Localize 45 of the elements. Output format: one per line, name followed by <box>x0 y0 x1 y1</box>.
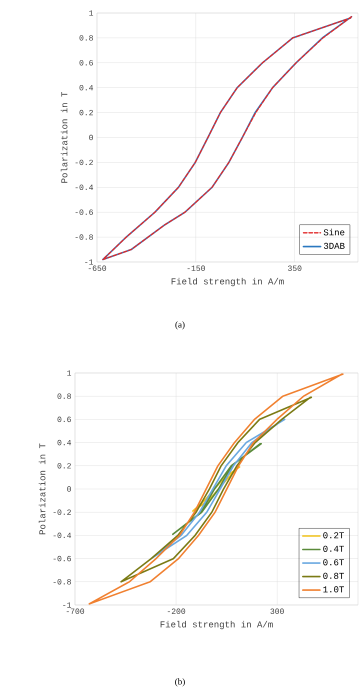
x-tick-label: -150 <box>188 266 205 271</box>
y-axis-title: Polarization in T <box>60 92 68 183</box>
y-tick-label: 0.2 <box>58 463 71 469</box>
y-axis-title: Polarization in T <box>38 443 46 534</box>
x-tick-label: -200 <box>168 608 186 614</box>
y-tick-label: -0.6 <box>54 556 71 562</box>
legend-label: 0.8T <box>323 572 344 579</box>
x-tick-label: -700 <box>66 608 84 614</box>
y-tick-label: -0.6 <box>76 209 93 215</box>
y-tick-label: 1 <box>89 10 94 16</box>
y-tick-label: -0.8 <box>76 234 93 240</box>
y-tick-label: 1 <box>67 370 72 376</box>
legend-label: 1.0T <box>323 586 344 592</box>
legend-label: 0.2T <box>323 532 344 538</box>
y-tick-label: 0.8 <box>58 393 71 399</box>
y-tick-label: -0.8 <box>54 579 71 585</box>
y-tick-label: 0 <box>89 134 93 140</box>
y-tick-label: -1 <box>63 602 72 608</box>
y-tick-label: 0.4 <box>80 84 94 90</box>
line-series <box>88 373 344 605</box>
y-tick-label: -0.4 <box>54 532 72 538</box>
y-tick-label: 0.2 <box>80 110 93 116</box>
y-tick-label: -0.2 <box>54 509 71 515</box>
text: (b) <box>175 678 185 686</box>
line-series <box>120 396 312 583</box>
legend-label: Sine <box>324 228 344 236</box>
x-axis-title: Field strength in A/m <box>160 620 273 630</box>
y-tick-label: -0.4 <box>76 184 94 190</box>
x-axis-title: Field strength in A/m <box>172 278 284 286</box>
legend-label: 3DAB <box>324 242 345 249</box>
legend-label: 0.4T <box>323 546 344 552</box>
x-tick-label: 350 <box>288 266 302 271</box>
text: (a) <box>175 321 185 330</box>
legend-label: 0.6T <box>323 559 344 566</box>
y-tick-label: 0.8 <box>80 35 93 41</box>
x-tick-label: 300 <box>270 608 284 614</box>
y-tick-label: 0 <box>67 486 71 492</box>
x-tick-label: -650 <box>88 266 106 271</box>
y-tick-label: -0.2 <box>76 160 93 166</box>
y-tick-label: 0.4 <box>58 440 72 446</box>
y-tick-label: 0.6 <box>80 60 93 66</box>
line-series <box>172 442 262 536</box>
y-tick-label: 0.6 <box>58 416 71 422</box>
line-series <box>192 466 240 512</box>
y-tick-label: -1 <box>85 259 94 265</box>
